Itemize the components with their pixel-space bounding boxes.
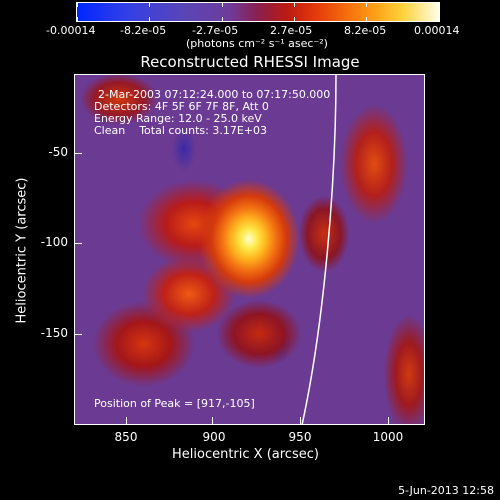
y-tick-label: -150: [40, 326, 68, 340]
limb-curve: [301, 74, 337, 425]
x-tick-label: 950: [288, 430, 312, 444]
colorbar: [76, 2, 440, 22]
y-tick: [75, 243, 82, 244]
annotation-time-range: 2-Mar-2003 07:12:24.000 to 07:17:50.000: [98, 88, 331, 101]
colorbar-tick-label: -2.7e-05: [192, 24, 239, 37]
x-tick: [212, 417, 213, 424]
plot-frame: [74, 74, 425, 425]
footer-date: 5-Jun-2013 12:58: [398, 484, 494, 497]
chart-title: Reconstructed RHESSI Image: [140, 53, 360, 71]
colorbar-tick-label: -0.00014: [46, 24, 96, 37]
x-tick-label: 900: [202, 430, 226, 444]
annotation-peak-position: Position of Peak = [917,-105]: [94, 397, 255, 410]
annotation-detectors: Detectors: 4F 5F 6F 7F 8F, Att 0: [94, 100, 269, 113]
colorbar-tick-label: 0.00014: [414, 24, 460, 37]
y-tick-label: -50: [48, 145, 68, 159]
annotation-method: Clean Total counts: 3.17E+03: [94, 124, 268, 137]
colorbar-unit-label: (photons cm⁻² s⁻¹ asec⁻²): [186, 37, 328, 50]
x-tick: [388, 417, 389, 424]
y-tick: [75, 334, 82, 335]
colorbar-tick-label: 2.7e-05: [270, 24, 313, 37]
y-tick: [75, 153, 82, 154]
colorbar-tick-label: 8.2e-05: [344, 24, 387, 37]
annotation-energy: Energy Range: 12.0 - 25.0 keV: [94, 112, 262, 125]
colorbar-tick-label: -8.2e-05: [120, 24, 167, 37]
x-tick: [126, 417, 127, 424]
x-tick-label: 1000: [372, 430, 404, 444]
x-axis-label: Heliocentric X (arcsec): [172, 447, 319, 462]
y-tick-label: -100: [40, 235, 68, 249]
x-tick: [300, 417, 301, 424]
y-axis-label: Heliocentric Y (arcsec): [14, 177, 30, 324]
x-tick-label: 850: [114, 430, 138, 444]
heatmap-image: [74, 74, 425, 425]
